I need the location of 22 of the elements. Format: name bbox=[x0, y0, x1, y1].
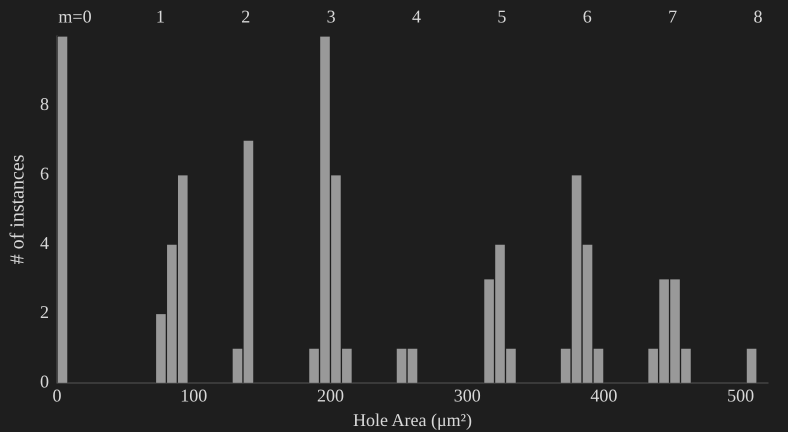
x-tick-label: 0 bbox=[52, 385, 62, 406]
y-tick-label: 2 bbox=[40, 302, 49, 322]
text: 6 bbox=[582, 6, 592, 27]
x-tick-label: 500 bbox=[727, 385, 754, 406]
y-tick-label: 4 bbox=[40, 232, 49, 253]
text: 3 bbox=[326, 6, 336, 27]
text: 7 bbox=[668, 6, 678, 27]
x-axis-title: Hole Area (μm²) bbox=[352, 410, 472, 430]
text: m=0 bbox=[58, 6, 92, 27]
text: 5 bbox=[497, 6, 506, 27]
x-tick-label: 400 bbox=[590, 385, 618, 406]
text: 4 bbox=[412, 6, 421, 27]
x-tick-label: 100 bbox=[180, 385, 208, 406]
text: 1 bbox=[156, 6, 165, 27]
x-tick-label: 200 bbox=[316, 385, 344, 406]
y-tick-label: 0 bbox=[40, 372, 49, 392]
text: 8 bbox=[754, 6, 762, 27]
y-axis-title: # of instances bbox=[6, 154, 28, 264]
y-tick-label: 8 bbox=[40, 94, 49, 114]
text: 2 bbox=[241, 6, 250, 27]
y-tick-label: 6 bbox=[40, 163, 49, 184]
x-tick-label: 300 bbox=[454, 385, 481, 406]
